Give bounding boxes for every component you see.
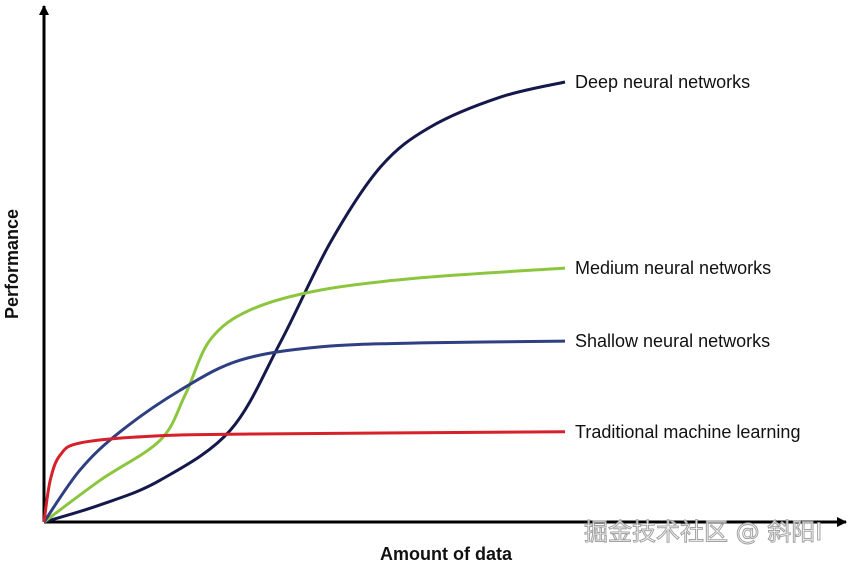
watermark: 掘金技术社区 @ 斜阳I <box>584 518 822 546</box>
series-label-0: Deep neural networks <box>575 72 750 92</box>
series-line-3 <box>42 430 566 523</box>
series-line-1 <box>43 266 566 524</box>
series-label-3: Traditional machine learning <box>575 422 800 442</box>
series-line-2 <box>42 339 566 523</box>
series-label-2: Shallow neural networks <box>575 331 770 351</box>
x-axis-label: Amount of data <box>380 544 513 564</box>
series-line-0 <box>43 80 566 524</box>
series-label-1: Medium neural networks <box>575 258 771 278</box>
y-axis-label: Performance <box>2 209 22 319</box>
